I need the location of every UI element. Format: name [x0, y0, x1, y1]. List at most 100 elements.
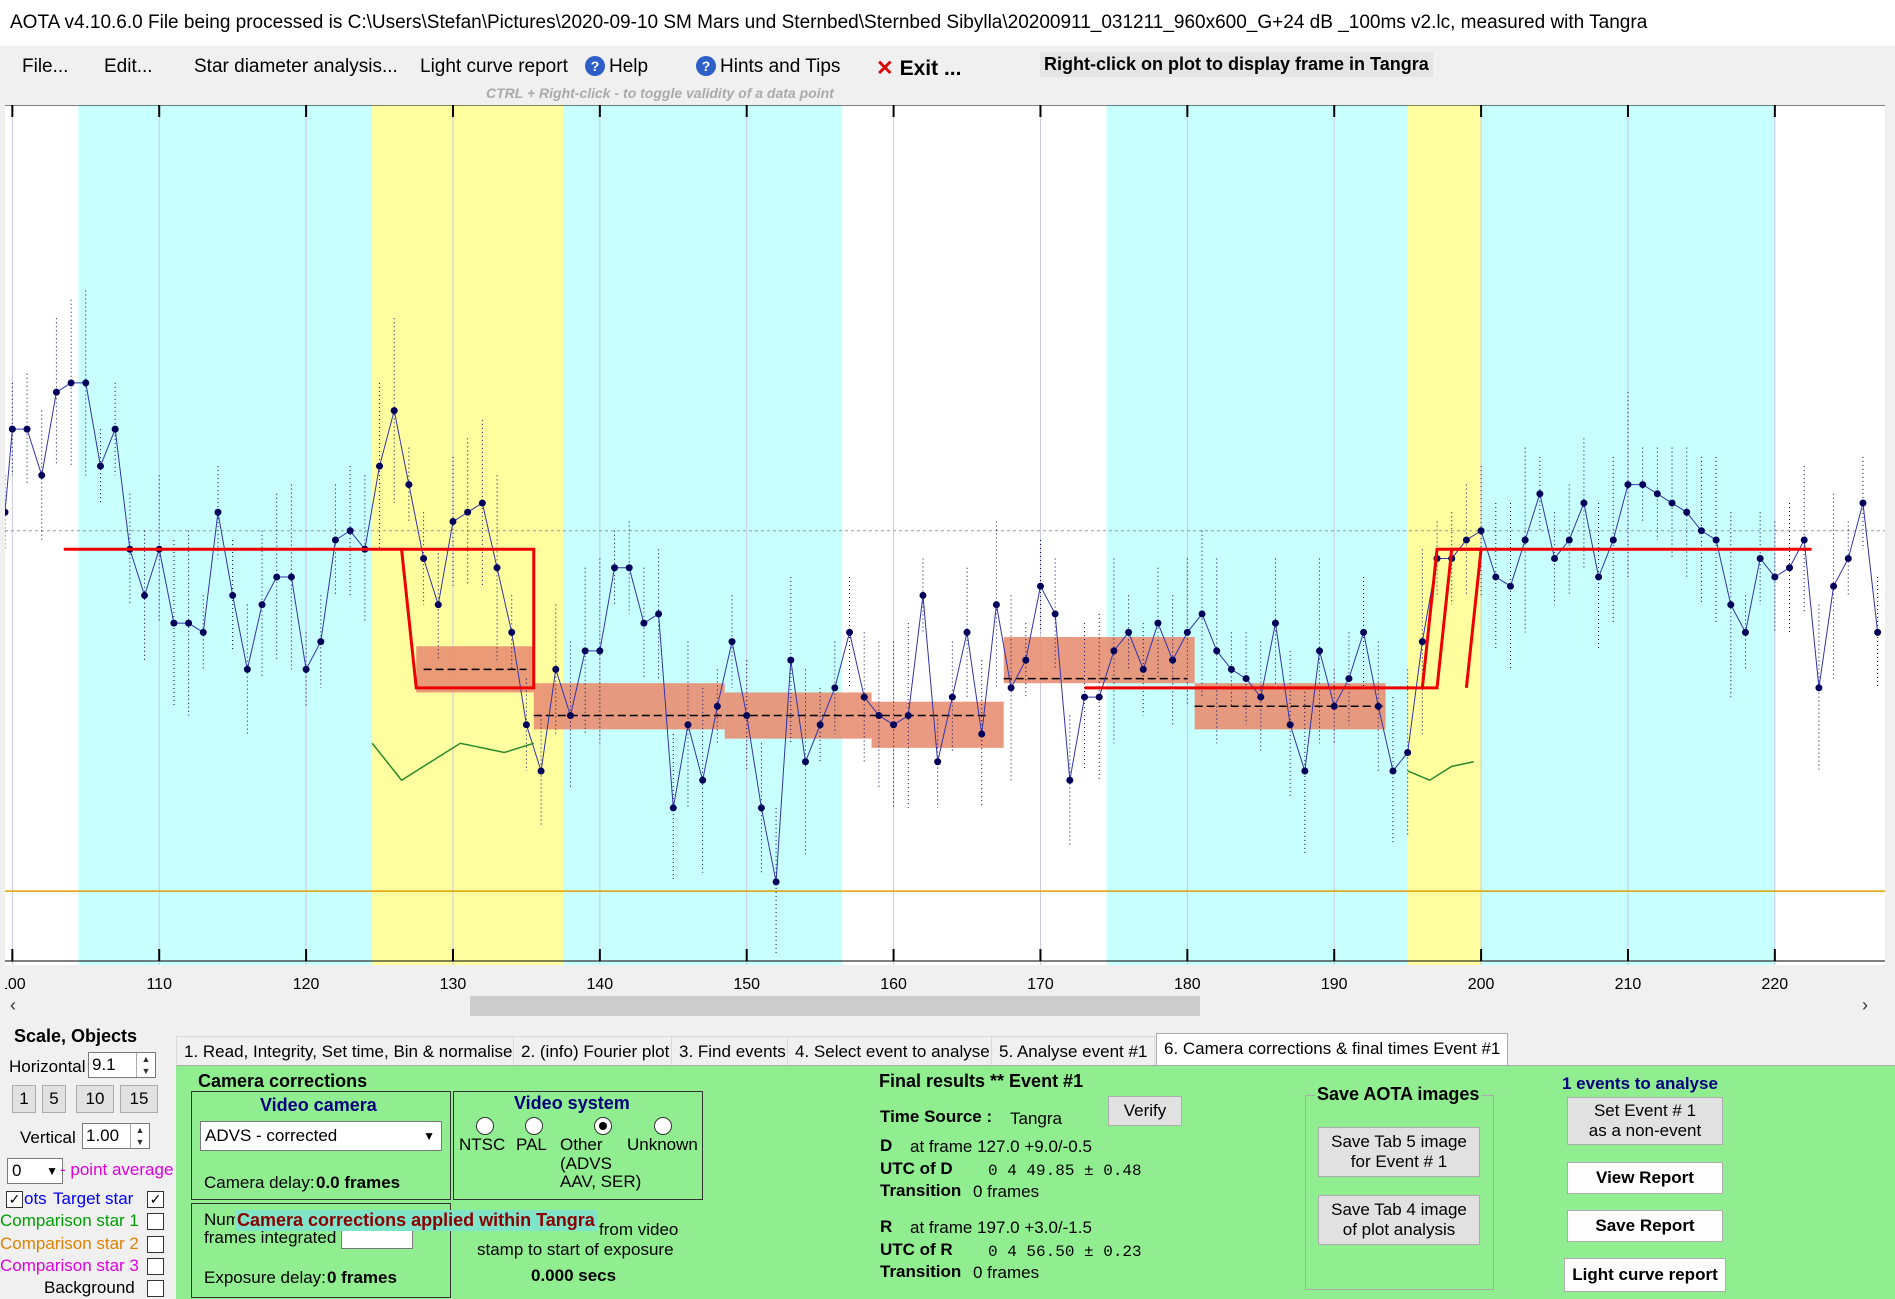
verify-button[interactable]: Verify: [1108, 1096, 1182, 1126]
data-point: [904, 712, 912, 720]
tab-analyse-event[interactable]: 5. Analyse event #1: [991, 1036, 1156, 1067]
x-tick-label: 220: [1761, 976, 1788, 993]
data-point: [478, 499, 486, 507]
data-point: [992, 601, 1000, 609]
menu-star-diameter[interactable]: Star diameter analysis...: [194, 56, 398, 77]
data-point: [185, 619, 193, 627]
data-point: [1565, 536, 1573, 544]
menu-bar: File... Edit... Star diameter analysis..…: [0, 46, 1895, 104]
spinner-arrows-icon[interactable]: ▲ ▼: [130, 1124, 149, 1148]
comparison-star-1-checkbox[interactable]: [147, 1213, 164, 1230]
light-curve-report-button[interactable]: Light curve report: [1564, 1258, 1726, 1292]
background-checkbox[interactable]: [147, 1280, 164, 1297]
data-point: [449, 518, 457, 526]
data-point: [302, 665, 310, 673]
data-point: [1580, 499, 1588, 507]
radio-pal[interactable]: [525, 1117, 543, 1135]
scroll-thumb[interactable]: [470, 996, 1200, 1016]
save-tab4-line2: of plot analysis: [1342, 1220, 1456, 1239]
data-point: [801, 758, 809, 766]
data-point: [1536, 490, 1544, 498]
view-report-button[interactable]: View Report: [1567, 1162, 1723, 1194]
menu-hints[interactable]: ? Hints and Tips: [696, 56, 840, 78]
scale-objects-title: Scale, Objects: [14, 1026, 138, 1046]
scroll-right-icon[interactable]: ›: [1862, 995, 1868, 1015]
tab-fourier-plot[interactable]: 2. (info) Fourier plot: [513, 1036, 678, 1067]
scale-button-10[interactable]: 10: [76, 1085, 114, 1113]
menu-file[interactable]: File...: [22, 56, 69, 77]
video-camera-title: Video camera: [260, 1095, 377, 1115]
data-point: [772, 878, 780, 886]
camera-delay-value: 0.0 frames: [316, 1173, 401, 1192]
data-point: [522, 721, 530, 729]
video-system-box: [453, 1091, 703, 1200]
model-r-transition: [1420, 547, 1483, 688]
data-point: [1800, 536, 1808, 544]
radio-unknown[interactable]: [654, 1117, 672, 1135]
save-tab5-image-button[interactable]: Save Tab 5 image for Event # 1: [1318, 1127, 1480, 1177]
data-point: [1418, 638, 1426, 646]
menu-hints-label: Hints and Tips: [720, 56, 841, 77]
tab-read-integrity[interactable]: 1. Read, Integrity, Set time, Bin & norm…: [176, 1036, 521, 1067]
radio-other[interactable]: [594, 1117, 612, 1135]
menu-edit[interactable]: Edit...: [104, 56, 153, 77]
save-images-title: Save AOTA images: [1315, 1084, 1482, 1105]
data-point: [1727, 601, 1735, 609]
data-point: [684, 721, 692, 729]
light-curve-plot[interactable]: 100 110 120 130 140 150 160 170 180 190 200 210 220: [0, 104, 1885, 995]
x-tick-label: 110: [146, 976, 172, 993]
data-point: [1257, 693, 1265, 701]
data-point: [376, 462, 384, 470]
data-point: [1360, 628, 1368, 636]
x-tick-label: 170: [1027, 976, 1054, 993]
target-star-checkbox[interactable]: ✓: [147, 1191, 164, 1208]
radio-ntsc[interactable]: [476, 1117, 494, 1135]
horizontal-spinner[interactable]: 9.1 ▲ ▼: [88, 1052, 156, 1078]
menu-exit[interactable]: ✕ Exit ...: [876, 56, 961, 81]
data-point: [890, 721, 898, 729]
menu-help[interactable]: ? Help: [585, 56, 648, 78]
set-non-event-button[interactable]: Set Event # 1 as a non-event: [1567, 1097, 1723, 1145]
scroll-left-icon[interactable]: ‹: [10, 995, 16, 1015]
tab-find-events[interactable]: 3. Find events: [671, 1036, 794, 1067]
light-curve-svg[interactable]: 100 110 120 130 140 150 160 170 180 190 200 210 220: [0, 104, 1885, 995]
save-tab4-image-button[interactable]: Save Tab 4 image of plot analysis: [1318, 1195, 1480, 1245]
confidence-band: [1003, 637, 1195, 684]
data-point: [1125, 628, 1133, 636]
data-point: [273, 573, 281, 581]
vertical-label: Vertical: [20, 1128, 76, 1147]
scale-button-5[interactable]: 5: [42, 1085, 66, 1113]
vertical-spinner[interactable]: 1.00 ▲ ▼: [82, 1123, 150, 1149]
menu-exit-label: Exit ...: [899, 57, 962, 80]
plots-checkbox[interactable]: ✓: [6, 1191, 23, 1208]
data-point: [611, 564, 619, 572]
save-report-button[interactable]: Save Report: [1567, 1210, 1723, 1242]
data-point: [96, 462, 104, 470]
plot-scrollbar[interactable]: ‹ ›: [0, 993, 1895, 1019]
scale-button-15[interactable]: 15: [120, 1085, 158, 1113]
scale-button-1[interactable]: 1: [12, 1085, 36, 1113]
data-point: [1404, 749, 1412, 756]
spinner-arrows-icon[interactable]: ▲ ▼: [136, 1053, 155, 1077]
comparison-star-2-checkbox[interactable]: [147, 1236, 164, 1253]
data-point: [1771, 573, 1779, 581]
model-r-edge: [1084, 547, 1812, 690]
camera-delay-label: Camera delay:: [204, 1173, 315, 1192]
camera-model-select[interactable]: ADVS - corrected ▼: [200, 1121, 442, 1151]
utc-r-value: 0 4 56.50 ± 0.23: [988, 1243, 1142, 1261]
data-point: [1110, 647, 1118, 655]
comparison-star-3-checkbox[interactable]: [147, 1258, 164, 1275]
save-tab5-line1: Save Tab 5 image: [1331, 1132, 1467, 1151]
x-tick-label: 100: [5, 976, 26, 993]
x-tick-label: 120: [293, 976, 320, 993]
menu-light-curve-report[interactable]: Light curve report: [420, 56, 568, 77]
data-point: [757, 804, 765, 812]
data-point: [1286, 721, 1294, 729]
data-point: [963, 628, 971, 636]
tab-camera-corrections[interactable]: 6. Camera corrections & final times Even…: [1156, 1033, 1509, 1067]
tab-select-event[interactable]: 4. Select event to analyse: [787, 1036, 998, 1067]
data-point: [1389, 767, 1397, 775]
save-tab4-line1: Save Tab 4 image: [1331, 1200, 1467, 1219]
point-average-select[interactable]: 0 ▼: [7, 1158, 63, 1184]
data-point: [346, 527, 354, 535]
